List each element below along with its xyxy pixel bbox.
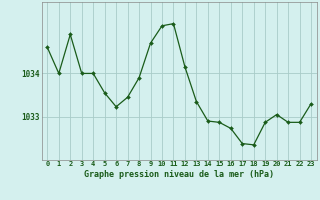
X-axis label: Graphe pression niveau de la mer (hPa): Graphe pression niveau de la mer (hPa)	[84, 170, 274, 179]
